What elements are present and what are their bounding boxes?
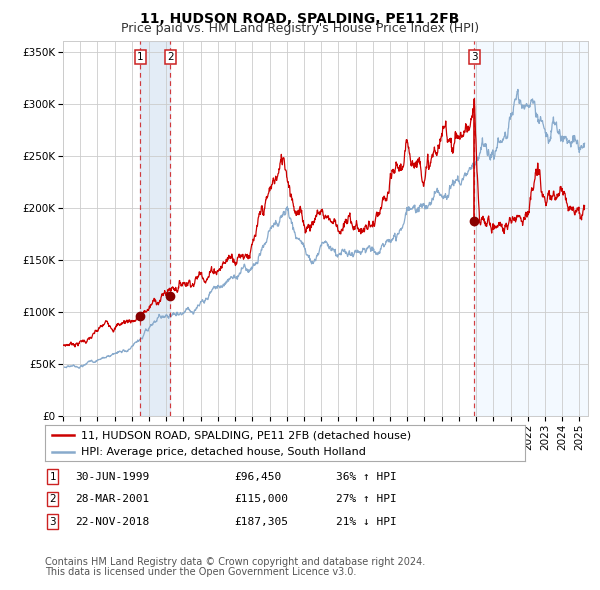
- Text: 36% ↑ HPI: 36% ↑ HPI: [336, 472, 397, 481]
- Text: This data is licensed under the Open Government Licence v3.0.: This data is licensed under the Open Gov…: [45, 568, 356, 577]
- Text: 27% ↑ HPI: 27% ↑ HPI: [336, 494, 397, 504]
- Text: 3: 3: [49, 517, 56, 526]
- Text: HPI: Average price, detached house, South Holland: HPI: Average price, detached house, Sout…: [81, 447, 366, 457]
- Text: 11, HUDSON ROAD, SPALDING, PE11 2FB: 11, HUDSON ROAD, SPALDING, PE11 2FB: [140, 12, 460, 26]
- Text: Contains HM Land Registry data © Crown copyright and database right 2024.: Contains HM Land Registry data © Crown c…: [45, 557, 425, 566]
- Bar: [140, 41, 170, 416]
- Bar: [475, 41, 588, 416]
- Text: 21% ↓ HPI: 21% ↓ HPI: [336, 517, 397, 526]
- Text: 22-NOV-2018: 22-NOV-2018: [75, 517, 149, 526]
- Text: £187,305: £187,305: [234, 517, 288, 526]
- Text: Price paid vs. HM Land Registry's House Price Index (HPI): Price paid vs. HM Land Registry's House …: [121, 22, 479, 35]
- Text: £96,450: £96,450: [234, 472, 281, 481]
- Text: 1: 1: [137, 52, 144, 62]
- Text: 30-JUN-1999: 30-JUN-1999: [75, 472, 149, 481]
- Text: 11, HUDSON ROAD, SPALDING, PE11 2FB (detached house): 11, HUDSON ROAD, SPALDING, PE11 2FB (det…: [81, 430, 411, 440]
- Text: 1: 1: [49, 472, 56, 481]
- Text: 28-MAR-2001: 28-MAR-2001: [75, 494, 149, 504]
- Text: 2: 2: [167, 52, 173, 62]
- Text: 2: 2: [49, 494, 56, 504]
- Text: £115,000: £115,000: [234, 494, 288, 504]
- Text: 3: 3: [471, 52, 478, 62]
